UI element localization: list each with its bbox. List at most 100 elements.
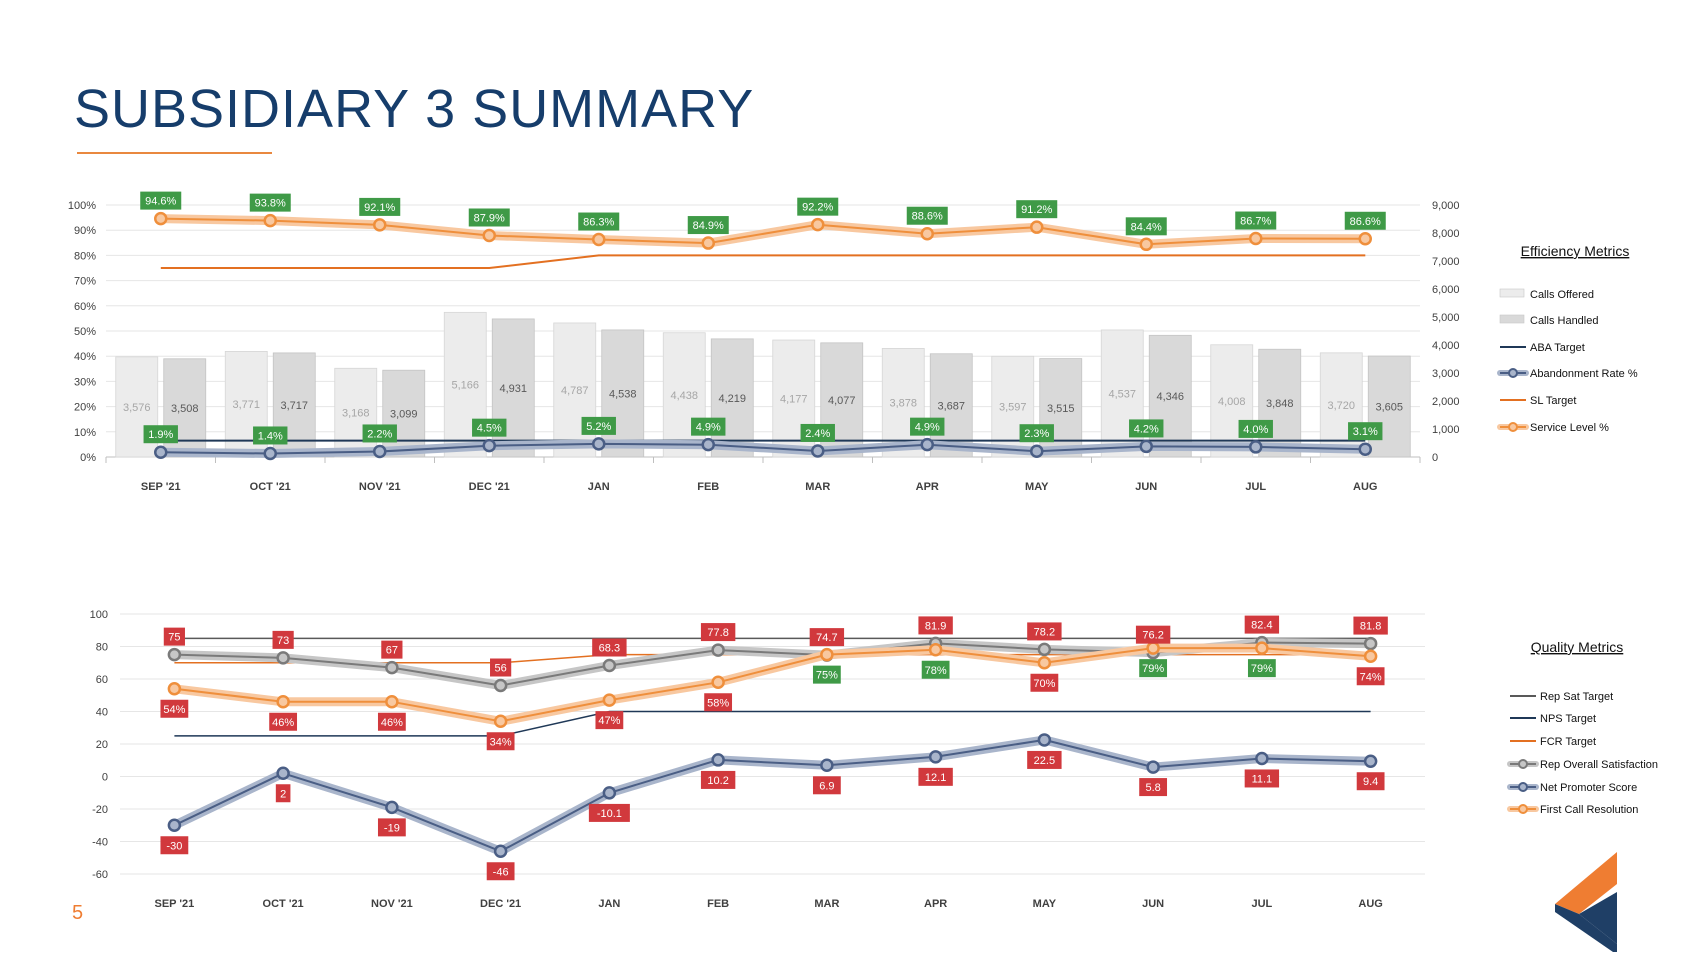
first-call-resolution-point-3: [493, 714, 508, 728]
fcr-label: 46%: [381, 717, 403, 729]
calls-offered-label: 3,597: [999, 402, 1027, 414]
calls-handled-bar-6: [820, 342, 864, 458]
company-logo-icon: [1555, 852, 1617, 952]
fcr-target-line: [174, 653, 1371, 664]
calls-offered-bar-11: [1319, 352, 1363, 458]
abandonment-label: 4.2%: [1134, 423, 1159, 435]
rep-satisfaction-label-bg: [381, 640, 403, 659]
net-promoter-score-point-7: [928, 750, 943, 764]
fcr-label: 79%: [1142, 663, 1164, 675]
fcr-label: 58%: [707, 697, 729, 709]
abandonment-rate-point-10: [1249, 440, 1263, 454]
net-promoter-score-point-6: [820, 758, 834, 773]
nps-label: 2: [280, 788, 286, 800]
y-left-tick-label: 40%: [74, 351, 96, 363]
rep-satisfaction-label: 81.8: [1360, 621, 1381, 633]
y-tick-label: -20: [92, 804, 108, 816]
nps-label-bg: [275, 784, 291, 803]
abandonment-rate-point-1: [263, 446, 277, 461]
service-level-label: 92.1%: [364, 202, 395, 214]
abandonment-label-bg: [800, 423, 835, 442]
calls-offered-label: 4,008: [1218, 396, 1246, 408]
service-level-label-bg: [1235, 211, 1277, 230]
first-call-resolution-halo: [169, 643, 1376, 726]
net-promoter-score-point-4: [602, 786, 617, 800]
first-call-resolution-point-4: [602, 693, 617, 707]
service-level-point-3: [482, 228, 496, 243]
calls-offered-bar-7: [881, 348, 925, 458]
net-promoter-score-point-11: [1363, 754, 1378, 768]
calls-handled-bar-8: [1039, 358, 1083, 458]
x-tick-label: NOV '21: [371, 898, 413, 910]
first-call-resolution-point-1: [276, 695, 290, 709]
calls-handled-label: 3,717: [280, 400, 308, 412]
calls-offered-bar-3: [443, 311, 487, 458]
service-level-label-bg: [1016, 200, 1058, 219]
calls-handled-bar-7: [929, 353, 973, 458]
nps-label-bg: [1027, 750, 1062, 769]
rep-satisfaction-point-6: [820, 648, 834, 662]
y-left-tick-label: 60%: [74, 301, 96, 313]
fcr-label-bg: [595, 711, 624, 730]
calls-offered-bar-5: [662, 332, 706, 458]
service-level-point-10: [1249, 231, 1263, 246]
abandonment-label: 1.9%: [148, 429, 173, 441]
calls-offered-label: 3,771: [232, 399, 260, 411]
abandonment-rate-point-2: [373, 444, 387, 459]
abandonment-rate-point-9: [1139, 439, 1153, 454]
fcr-label-bg: [921, 660, 950, 679]
page-number: 5: [72, 902, 84, 924]
service-level-label-bg: [468, 208, 510, 227]
service-level-label: 91.2%: [1021, 204, 1052, 216]
service-level-point-0: [154, 211, 168, 226]
calls-offered-bar-8: [991, 355, 1035, 458]
net-promoter-score-point-2: [385, 800, 399, 815]
rep-satisfaction-point-2: [385, 660, 399, 675]
rep-satisfaction-label-bg: [272, 630, 294, 649]
fcr-label: 54%: [163, 704, 185, 716]
x-tick-label: SEP '21: [141, 481, 181, 493]
y-tick-label: -40: [92, 837, 108, 849]
y-tick-label: 80: [96, 642, 108, 654]
rep-satisfaction-halo: [169, 638, 1376, 690]
x-tick-label: JUL: [1245, 481, 1266, 493]
rep-satisfaction-label: 75: [168, 632, 180, 644]
title-underline: [77, 152, 272, 154]
service-level-label-bg: [797, 197, 839, 216]
fcr-label-bg: [269, 712, 298, 731]
fcr-label-bg: [812, 665, 841, 684]
y-left-tick-label: 50%: [74, 326, 96, 338]
rep-satisfaction-label: 81.9: [925, 620, 946, 632]
y-tick-label: 0: [102, 772, 108, 784]
x-tick-label: JUL: [1251, 898, 1272, 910]
x-tick-label: JAN: [598, 898, 620, 910]
calls-handled-label: 3,605: [1375, 402, 1403, 414]
abandonment-label: 3.1%: [1353, 426, 1378, 438]
calls-handled-bar-2: [382, 369, 426, 458]
net-promoter-score-halo: [169, 735, 1376, 856]
abandonment-label-bg: [581, 416, 616, 435]
service-level-label: 92.2%: [802, 202, 833, 214]
legend-service-level-label: Service Level %: [1530, 422, 1609, 434]
nps-label: 12.1: [925, 772, 946, 784]
nps-label: -19: [384, 822, 400, 834]
abandonment-rate-point-6: [811, 444, 825, 458]
calls-handled-label: 3,687: [937, 400, 965, 412]
logo-navy-shape: [1555, 904, 1617, 952]
y-right-tick-label: 4,000: [1432, 340, 1460, 352]
calls-offered-label: 3,720: [1327, 400, 1355, 412]
quality-legend-title: Quality Metrics: [1531, 639, 1624, 655]
net-promoter-score-line: [173, 738, 1371, 853]
net-promoter-score-point-9: [1146, 760, 1160, 774]
calls-handled-label: 4,931: [499, 383, 527, 395]
service-level-point-1: [263, 213, 277, 228]
net-promoter-score-point-0: [167, 818, 182, 832]
service-level-label-bg: [1125, 217, 1167, 236]
rep-satisfaction-label-bg: [1353, 616, 1388, 635]
abandonment-label-bg: [143, 425, 178, 444]
service-level-point-9: [1139, 237, 1153, 252]
x-tick-label: MAY: [1033, 898, 1057, 910]
y-tick-label: 40: [96, 707, 108, 719]
page-title: SUBSIDIARY 3 SUMMARY: [74, 79, 755, 139]
rep-satisfaction-label: 67: [386, 645, 398, 657]
